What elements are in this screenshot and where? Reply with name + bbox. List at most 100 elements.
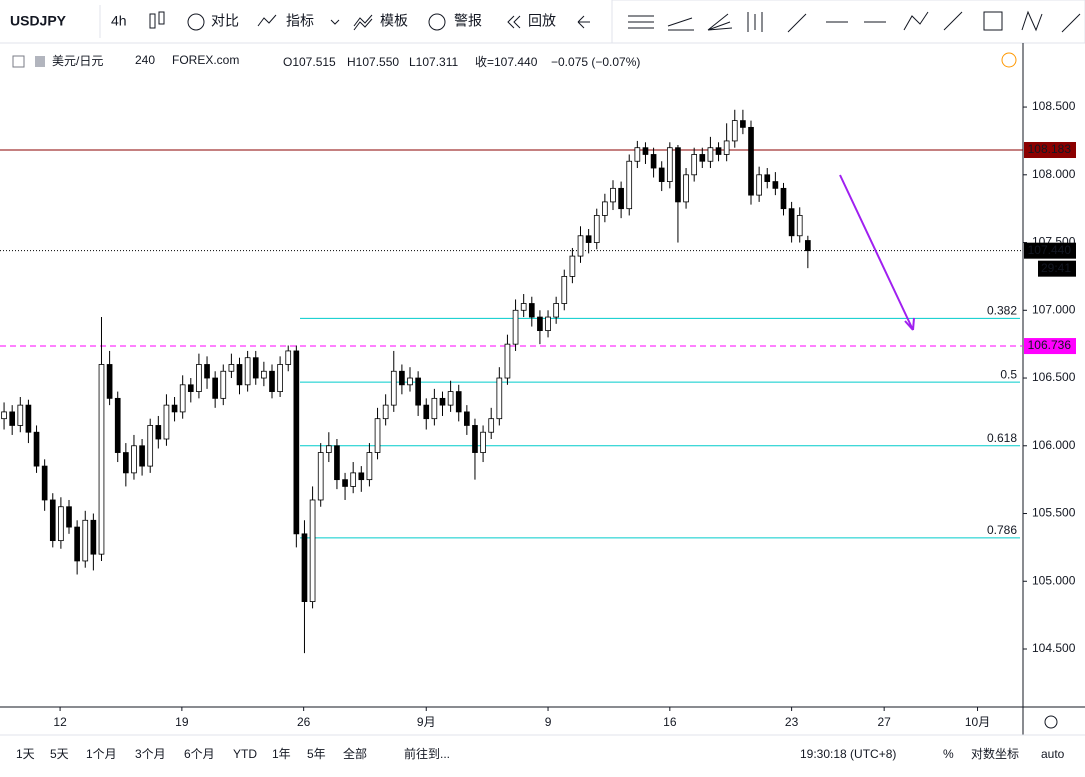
candle-body — [58, 506, 64, 542]
candle-body — [610, 187, 616, 203]
candle-body — [90, 519, 97, 555]
legend: 美元/日元 240 FOREX.com O107.515 H107.550 L1… — [12, 52, 1017, 69]
price-label: 107.440 — [1028, 243, 1072, 257]
candle-body — [455, 391, 462, 413]
candle-icon[interactable] — [149, 11, 165, 29]
alert-icon[interactable] — [428, 13, 446, 31]
candle-body — [131, 445, 137, 474]
legend-high: H107.550 — [347, 55, 399, 69]
x-tick-label: 16 — [663, 715, 677, 729]
candle-body — [423, 404, 430, 420]
clock: 19:30:18 (UTC+8) — [800, 747, 896, 761]
candle-body — [488, 418, 495, 433]
candle-body — [788, 208, 795, 237]
candle-body — [382, 404, 389, 420]
legend-change: −0.075 (−0.07%) — [551, 55, 640, 69]
toolbar-button[interactable]: 模板 — [380, 13, 408, 29]
range-button[interactable]: 5天 — [50, 747, 69, 761]
range-button[interactable]: 5年 — [307, 747, 326, 761]
toolbar-button[interactable]: 回放 — [528, 13, 556, 29]
toolbar-button[interactable]: 指标 — [286, 13, 314, 29]
candle-body — [228, 364, 235, 372]
candle-body — [374, 418, 381, 453]
candle-body — [699, 154, 706, 162]
legend-source[interactable]: FOREX.com — [172, 53, 239, 67]
candle-body — [277, 364, 283, 392]
range-button[interactable]: 1天 — [16, 747, 35, 761]
candle-body — [715, 147, 722, 155]
undo-icon[interactable] — [577, 15, 590, 29]
candle-body — [179, 384, 186, 413]
candle-body — [236, 364, 243, 386]
candle-body — [764, 174, 771, 182]
candle-body — [171, 404, 178, 413]
range-button[interactable]: 全部 — [343, 746, 367, 761]
candle-body — [723, 140, 730, 155]
expand-icon[interactable] — [12, 55, 25, 68]
symbol[interactable]: USDJPY — [10, 13, 67, 29]
range-button[interactable]: 1个月 — [86, 747, 117, 761]
dropdown-icon[interactable] — [330, 19, 340, 25]
compare-icon[interactable] — [187, 13, 205, 31]
candle-body — [512, 309, 519, 345]
interval[interactable]: 4h — [111, 13, 127, 29]
fib-label: 0.382 — [987, 304, 1017, 318]
candle-body — [334, 445, 340, 481]
candle-body — [415, 377, 421, 406]
drawing-tools[interactable] — [628, 10, 1081, 33]
percent-toggle[interactable]: % — [943, 747, 954, 761]
auto-toggle[interactable]: auto — [1041, 747, 1065, 761]
arrow-annotation — [839, 174, 915, 331]
candle-body — [366, 452, 373, 481]
candle-body — [41, 465, 48, 501]
candle-body — [618, 187, 624, 210]
candle-body — [269, 370, 275, 392]
x-tick-label: 23 — [785, 715, 799, 729]
candle-body — [187, 384, 194, 392]
candle-body — [301, 533, 308, 602]
candle-body — [74, 526, 80, 562]
replay-icon[interactable] — [507, 15, 521, 29]
price-label: 106.736 — [1028, 338, 1072, 352]
log-toggle[interactable]: 对数坐标 — [971, 746, 1019, 761]
countdown-box — [1038, 260, 1076, 277]
candle-body — [626, 160, 633, 210]
y-tick-label: 108.000 — [1032, 167, 1076, 181]
candle-body — [114, 397, 121, 453]
candle-body — [561, 276, 568, 304]
price-label-box — [1024, 142, 1076, 159]
toolbar-button[interactable]: 警报 — [454, 13, 482, 29]
candle-body — [756, 174, 762, 196]
candle-body — [772, 181, 779, 189]
candle-body — [163, 404, 170, 440]
range-button[interactable]: YTD — [233, 747, 257, 761]
indicator-icon[interactable] — [257, 14, 277, 27]
template-icon[interactable] — [353, 14, 373, 31]
range-button[interactable]: 1年 — [272, 747, 291, 761]
candle-body — [731, 120, 738, 142]
candle-body — [204, 364, 210, 379]
candle-body — [147, 425, 154, 467]
candle-body — [545, 316, 551, 332]
range-button[interactable]: 3个月 — [135, 747, 166, 761]
candle-body — [707, 147, 714, 162]
toolbar-button[interactable]: 对比 — [211, 13, 239, 29]
price-label-box — [1024, 338, 1076, 355]
candle-body — [796, 215, 803, 237]
y-tick-label: 107.000 — [1032, 302, 1076, 316]
candle-body — [464, 411, 470, 426]
candle-body — [780, 187, 787, 210]
candle-body — [358, 472, 365, 481]
warning-icon[interactable] — [1001, 52, 1017, 68]
goto-button[interactable]: 前往到... — [404, 746, 450, 761]
candle-body — [407, 377, 413, 386]
candle-body — [666, 147, 673, 182]
range-button[interactable]: 6个月 — [184, 747, 215, 761]
settings-icon[interactable] — [1044, 715, 1058, 729]
candle-body — [293, 350, 300, 535]
candle-body — [139, 445, 145, 467]
candle-body — [220, 370, 227, 399]
candle-body — [683, 174, 689, 203]
